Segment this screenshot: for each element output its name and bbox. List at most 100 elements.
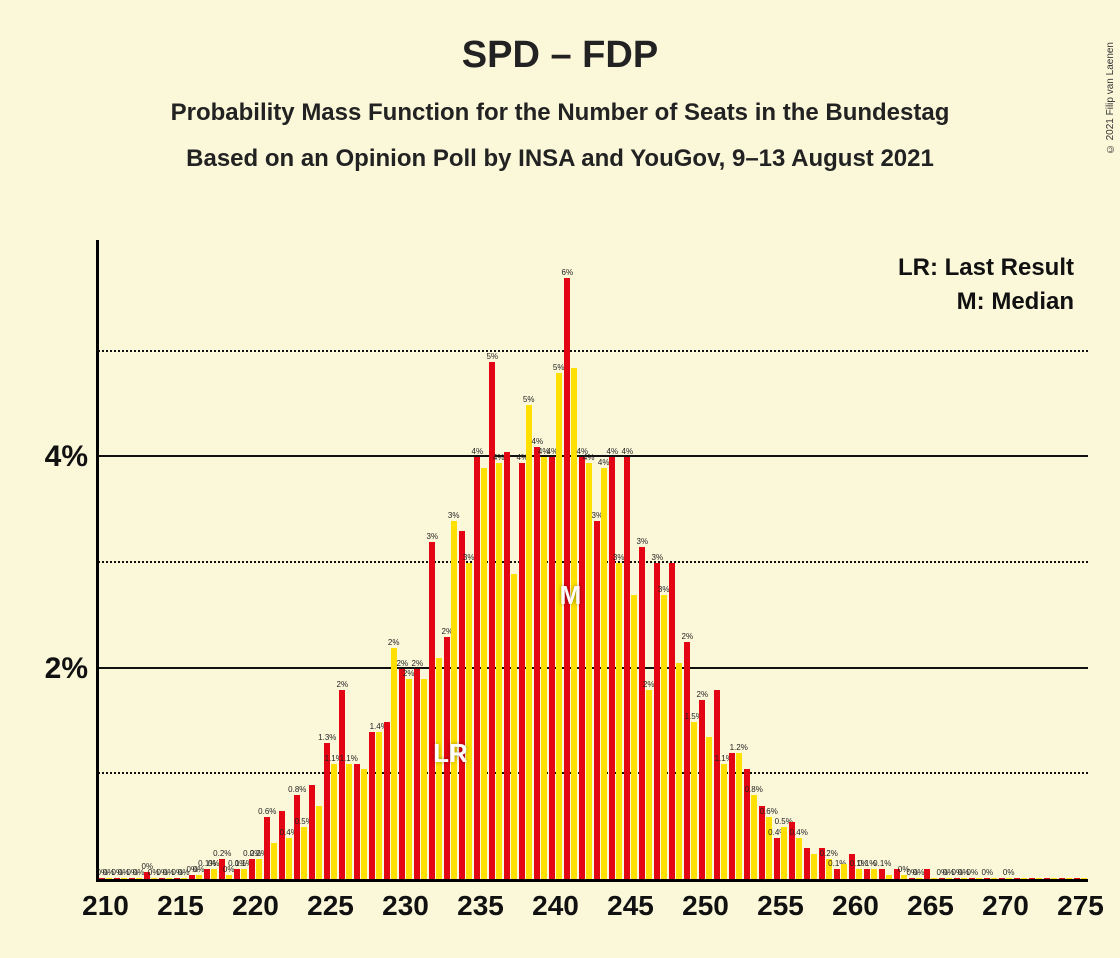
bar-red: 4% — [534, 447, 540, 880]
x-tick-label: 230 — [382, 890, 429, 922]
bar-red: 4% — [624, 457, 630, 880]
x-tick-label: 215 — [157, 890, 204, 922]
bar-yellow — [706, 737, 712, 880]
x-tick-label: 225 — [307, 890, 354, 922]
bar-red — [669, 563, 675, 880]
bar-red: 2% — [444, 637, 450, 880]
bar-value-label: 0.4% — [790, 828, 808, 837]
bar-value-label: 2% — [643, 680, 655, 689]
bar-red — [759, 806, 765, 880]
bar-yellow: 3% — [466, 563, 472, 880]
bar-value-label: 2% — [388, 638, 400, 647]
bar-value-label: 0% — [982, 868, 994, 877]
bar-value-label: 3% — [427, 532, 439, 541]
x-tick-label: 270 — [982, 890, 1029, 922]
bar-red: 2% — [399, 669, 405, 880]
y-tick-label: 2% — [45, 652, 88, 686]
bar-yellow — [481, 468, 487, 880]
legend-m: M: Median — [898, 288, 1074, 316]
bar-yellow — [811, 854, 817, 880]
bar-red: 5% — [489, 362, 495, 880]
bar-yellow: 3% — [661, 595, 667, 880]
bar-value-label: 4% — [598, 458, 610, 467]
bar-yellow: 3% — [616, 563, 622, 880]
bar-value-label: 1.1% — [340, 754, 358, 763]
bar-yellow — [271, 843, 277, 880]
chart-plot-area: 0%0%0%0%0%0%0%0%0%0%0%0%0%0%0.1%0%0.2%0%… — [98, 246, 1088, 880]
bar-yellow: 1.1% — [331, 764, 337, 880]
bar-yellow: 4% — [541, 457, 547, 880]
bar-yellow: 0.5% — [301, 827, 307, 880]
bar-value-label: 2% — [412, 659, 424, 668]
copyright-text: © 2021 Filip van Laenen — [1105, 42, 1116, 154]
bar-value-label: 6% — [562, 268, 574, 277]
bar-yellow: 0.8% — [751, 795, 757, 880]
x-tick-label: 220 — [232, 890, 279, 922]
bar-value-label: 0.1% — [873, 859, 891, 868]
bar-yellow — [421, 679, 427, 880]
bar-value-label: 0% — [913, 868, 925, 877]
x-tick-label: 210 — [82, 890, 129, 922]
x-tick-label: 255 — [757, 890, 804, 922]
bar-red: 2% — [699, 700, 705, 880]
x-tick-label: 265 — [907, 890, 954, 922]
bar-value-label: 4% — [607, 447, 619, 456]
bar-red: 4% — [474, 457, 480, 880]
bar-red — [459, 531, 465, 880]
bar-value-label: 0% — [208, 859, 220, 868]
bar-yellow — [361, 769, 367, 880]
bar-red — [369, 732, 375, 880]
x-tick-label: 240 — [532, 890, 579, 922]
bar-red: 4% — [609, 457, 615, 880]
bar-value-label: 0% — [967, 868, 979, 877]
chart-bars: 0%0%0%0%0%0%0%0%0%0%0%0%0%0%0.1%0%0.2%0%… — [98, 246, 1088, 880]
x-tick-label: 275 — [1057, 890, 1104, 922]
bar-red: 4% — [549, 457, 555, 880]
bar-value-label: 3% — [658, 585, 670, 594]
bar-yellow: 2% — [406, 679, 412, 880]
bar-yellow: 3% — [451, 521, 457, 880]
bar-yellow: 4% — [601, 468, 607, 880]
bar-red — [804, 848, 810, 880]
bar-yellow — [316, 806, 322, 880]
bar-yellow: 5% — [526, 405, 532, 881]
y-tick-label: 4% — [45, 440, 88, 474]
bar-yellow — [676, 663, 682, 880]
bar-value-label: 3% — [613, 553, 625, 562]
bar-value-label: 0% — [1003, 868, 1015, 877]
bar-yellow: 4% — [496, 463, 502, 880]
chart-subtitle-2: Based on an Opinion Poll by INSA and You… — [0, 145, 1120, 173]
bar-value-label: 1.2% — [730, 743, 748, 752]
bar-value-label: 0.8% — [288, 785, 306, 794]
bar-yellow: 2% — [646, 690, 652, 880]
bar-value-label: 2% — [397, 659, 409, 668]
bar-yellow: 0.4% — [796, 838, 802, 880]
bar-value-label: 2% — [697, 690, 709, 699]
bar-yellow: 5% — [556, 373, 562, 880]
bar-red: 6% — [564, 278, 570, 880]
chart-legend: LR: Last Result M: Median — [898, 254, 1074, 316]
bar-red: 0.4% — [774, 838, 780, 880]
bar-value-label: 0.2% — [213, 849, 231, 858]
bar-yellow: 2% — [391, 648, 397, 880]
x-tick-label: 245 — [607, 890, 654, 922]
bar-red: 2% — [339, 690, 345, 880]
bar-yellow — [436, 658, 442, 880]
bar-yellow: 1.4% — [376, 732, 382, 880]
bar-yellow — [631, 595, 637, 880]
bar-yellow — [571, 368, 577, 880]
bar-value-label: 1.3% — [318, 733, 336, 742]
bar-red: 1.3% — [324, 743, 330, 880]
bar-red — [279, 811, 285, 880]
bar-red: 2% — [414, 669, 420, 880]
x-tick-label: 250 — [682, 890, 729, 922]
x-axis-line — [96, 879, 1088, 882]
bar-red: 3% — [429, 542, 435, 880]
bar-value-label: 4% — [622, 447, 634, 456]
bar-value-label: 4% — [472, 447, 484, 456]
bar-yellow — [511, 574, 517, 880]
bar-value-label: 3% — [652, 553, 664, 562]
y-axis-line — [96, 240, 99, 880]
bar-red — [384, 722, 390, 881]
bar-yellow: 0.6% — [766, 817, 772, 880]
